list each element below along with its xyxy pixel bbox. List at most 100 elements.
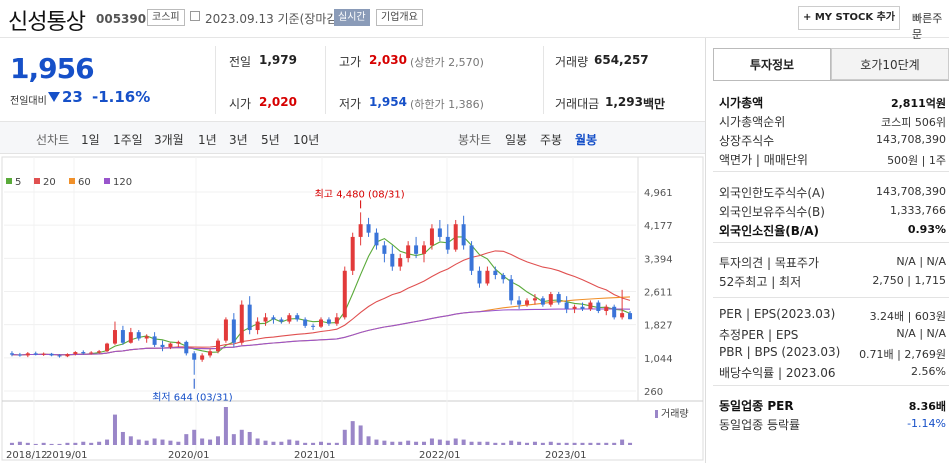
volume-bar	[97, 441, 102, 445]
company-overview-dropdown[interactable]: 기업개요	[376, 9, 423, 26]
period-tab[interactable]: 5년	[261, 133, 280, 147]
volume-bar	[160, 439, 165, 445]
candle-body	[239, 304, 244, 343]
info-value: 3.24배 | 603원	[869, 310, 946, 323]
candle-body	[556, 294, 561, 303]
tab-order-book[interactable]: 호가10단계	[831, 48, 949, 80]
volume-bar	[374, 439, 379, 445]
candle-body	[319, 319, 323, 327]
stock-chart[interactable]: 4,961 4,177 3,394 2,611 1,827 1,044 260 2018/12…	[0, 155, 705, 463]
low-label: 저가	[339, 97, 362, 111]
volume-bar	[33, 443, 38, 445]
candle-body	[303, 319, 308, 326]
candle-body	[17, 354, 22, 356]
period-tab[interactable]: 1일	[81, 133, 100, 147]
volume-bar	[319, 441, 323, 445]
divider	[543, 46, 544, 114]
x-tick-label: 2021/01	[294, 450, 336, 461]
volume-bar	[200, 438, 205, 445]
volume-label: 거래량	[661, 408, 689, 420]
period-tab[interactable]: 1년	[198, 133, 217, 147]
candle-body	[120, 330, 125, 343]
info-value: 143,708,390	[876, 185, 946, 198]
candle-body	[588, 302, 593, 309]
candle-body	[493, 270, 498, 276]
info-value: N/A | N/A	[896, 255, 946, 268]
info-value: 0.71배 | 2,769원	[859, 348, 946, 361]
candle-body	[453, 224, 458, 250]
candle-tab-weekly[interactable]: 주봉	[540, 133, 563, 147]
candle-body	[501, 275, 506, 280]
low-value: 1,954	[369, 95, 407, 109]
candle-body	[287, 315, 292, 322]
candle-body	[89, 352, 94, 354]
add-my-stock-button[interactable]: + MY STOCK 추가	[798, 6, 900, 30]
volume-bar	[255, 438, 260, 445]
period-tab[interactable]: 10년	[293, 133, 320, 147]
info-value: 2,811억원	[890, 97, 946, 110]
info-label: 외국인소진율(B/A)	[719, 224, 820, 238]
volume-bar	[604, 442, 609, 445]
open-label: 시가	[229, 97, 252, 111]
chart-frame	[1, 156, 704, 461]
volume-bar	[406, 440, 411, 445]
volume-bar	[588, 442, 593, 445]
info-label: 동일업종 PER	[719, 399, 794, 413]
tab-investment-info[interactable]: 투자정보	[713, 48, 831, 80]
candle-body	[33, 353, 38, 355]
candle-body	[406, 245, 411, 259]
info-label: PER | EPS(2023.03)	[719, 307, 836, 321]
volume-bar	[572, 442, 577, 445]
volume-bar	[57, 443, 62, 445]
volume-bar	[49, 443, 54, 445]
volume-bar	[128, 436, 133, 445]
volume-value: 654,257	[594, 53, 649, 67]
volume-bar	[168, 440, 173, 445]
candle-body	[390, 253, 395, 267]
info-label: 시가총액순위	[719, 115, 786, 129]
ma-legend-swatch	[34, 178, 40, 184]
volume-bar	[215, 436, 220, 445]
volume-bar	[382, 440, 387, 445]
y-tick-label: 1,827	[644, 321, 673, 332]
volume-bar	[517, 441, 522, 445]
realtime-button[interactable]: 실시간	[334, 9, 370, 26]
volume-bar	[485, 441, 490, 445]
candle-body	[461, 224, 466, 246]
period-bar	[0, 122, 705, 154]
high-annotation: 최고 4,480 (08/31)	[315, 188, 405, 200]
divider	[325, 46, 326, 114]
candle-chart-label: 봉차트	[458, 133, 492, 147]
candle-body	[160, 344, 165, 347]
candle-body	[525, 300, 530, 305]
volume-bar	[342, 429, 347, 445]
period-tab[interactable]: 3개월	[154, 133, 184, 147]
ma-legend-label: 60	[78, 177, 91, 188]
volume-bar	[358, 425, 363, 445]
divider	[713, 297, 949, 298]
candle-tab-daily[interactable]: 일봉	[505, 133, 528, 147]
volume-bar	[144, 440, 149, 445]
fast-order-button[interactable]: 빠른주문	[912, 12, 943, 41]
y-tick-label: 3,394	[644, 254, 673, 265]
tab-divider	[713, 80, 949, 81]
candle-body	[65, 354, 70, 357]
volume-bar	[620, 439, 625, 445]
candle-body	[612, 306, 617, 318]
volume-bar	[223, 407, 228, 445]
volume-bar	[73, 442, 78, 445]
candle-body	[445, 236, 450, 250]
period-tab[interactable]: 3년	[229, 133, 248, 147]
candle-tab-monthly[interactable]: 월봉	[575, 133, 598, 147]
candle-body	[485, 270, 490, 284]
x-tick-label: 2019/01	[46, 450, 88, 461]
period-tab[interactable]: 1주일	[113, 133, 143, 147]
volume-bar	[445, 440, 450, 445]
volume-bar	[65, 442, 70, 445]
ma-line-5	[11, 236, 631, 356]
x-tick-label: 2023/01	[545, 450, 587, 461]
volume-bar	[311, 442, 316, 445]
volume-bar	[271, 441, 276, 445]
amount-label: 거래대금	[555, 97, 600, 111]
volume-bar	[548, 441, 553, 445]
